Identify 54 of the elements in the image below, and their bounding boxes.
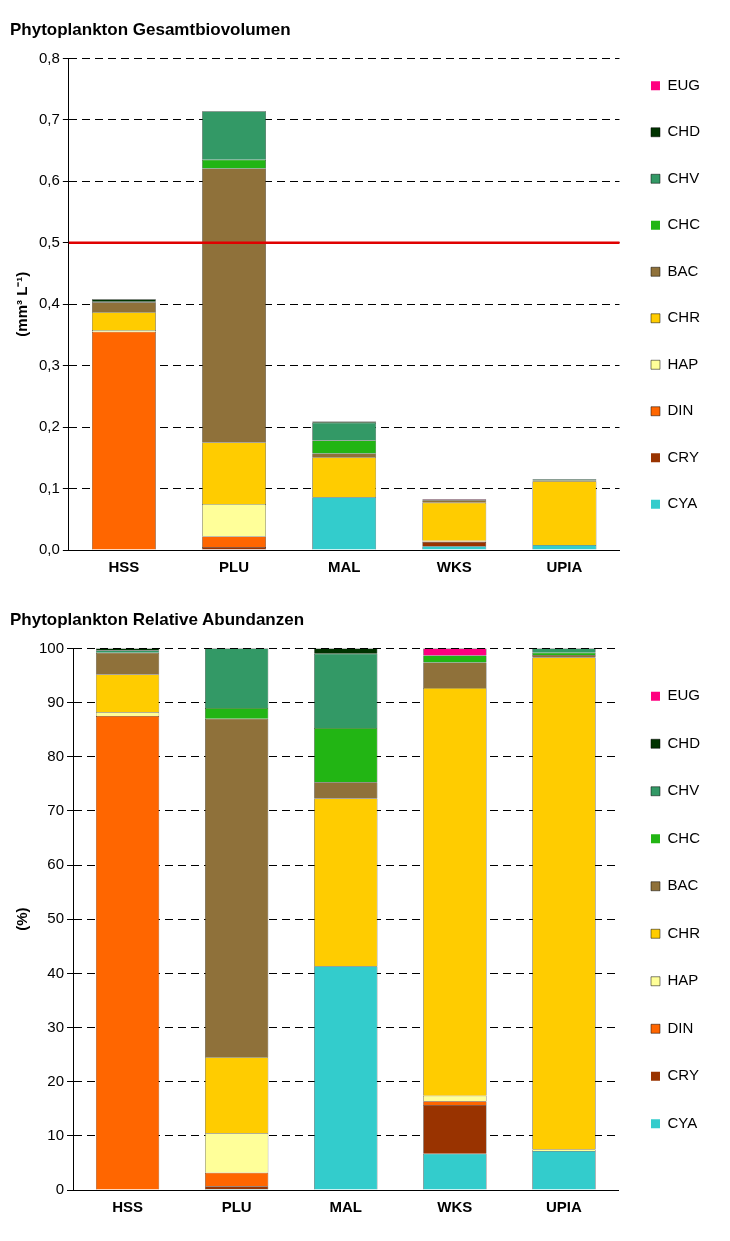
legend-label: HAP (667, 971, 699, 989)
legend-label: CHC (667, 828, 701, 846)
legend-label: CYA (667, 1113, 698, 1131)
legend-label: CRY (667, 447, 699, 465)
x-tick-label: MAL (329, 1198, 363, 1216)
y-tick-label: 0,7 (38, 109, 60, 127)
chart-title: Phytoplankton Gesamtbiovolumen (10, 19, 291, 39)
y-tick-label: 80 (47, 746, 65, 764)
y-axis-title: (mm³ L⁻¹) (13, 271, 31, 337)
legend-label: HAP (667, 354, 699, 372)
x-tick-label: WKS (436, 558, 472, 576)
y-tick-label: 0,2 (38, 417, 60, 435)
x-tick-label: WKS (437, 1198, 473, 1216)
y-tick-label: 20 (47, 1071, 65, 1089)
y-tick-label: 0,5 (38, 232, 60, 250)
x-tick-label: HSS (112, 1198, 143, 1216)
x-tick-label: UPIA (546, 1198, 583, 1216)
legend-label: DIN (667, 1018, 694, 1036)
y-tick-label: 30 (47, 1017, 65, 1035)
legend-label: CRY (667, 1066, 699, 1084)
y-tick-label: 50 (47, 909, 65, 927)
y-tick-label: 0,8 (38, 48, 60, 66)
legend-label: CHR (667, 308, 701, 326)
x-tick-label: MAL (327, 558, 361, 576)
legend-label: EUG (667, 75, 701, 93)
legend-label: DIN (667, 401, 694, 419)
y-tick-label: 0,4 (38, 294, 60, 312)
legend-label: CHV (667, 781, 700, 799)
y-tick-label: 0,6 (38, 171, 60, 189)
legend-label: EUG (667, 686, 701, 704)
y-tick-label: 0 (55, 1180, 65, 1198)
y-tick-label: 90 (47, 692, 65, 710)
y-tick-label: 60 (47, 855, 65, 873)
legend-label: CHR (667, 923, 701, 941)
legend-label: CHC (667, 215, 701, 233)
y-tick-label: 100 (39, 638, 65, 656)
x-tick-label: PLU (219, 558, 250, 576)
y-tick-label: 10 (47, 1125, 65, 1143)
y-tick-label: 0,0 (38, 540, 60, 558)
legend-label: CYA (667, 494, 698, 512)
legend-label: BAC (667, 876, 699, 894)
legend-label: CHV (667, 168, 700, 186)
y-tick-label: 70 (47, 801, 65, 819)
chart-title: Phytoplankton Relative Abundanzen (10, 609, 305, 629)
legend-label: CHD (667, 122, 701, 140)
legend-label: BAC (667, 261, 699, 279)
y-tick-label: 0,3 (38, 355, 60, 373)
y-axis-title: (%) (13, 907, 31, 931)
x-tick-label: HSS (108, 558, 140, 576)
x-tick-label: PLU (221, 1198, 252, 1216)
y-tick-label: 40 (47, 963, 65, 981)
x-tick-label: UPIA (546, 558, 583, 576)
y-tick-label: 0,1 (38, 478, 60, 496)
legend-label: CHD (667, 733, 701, 751)
